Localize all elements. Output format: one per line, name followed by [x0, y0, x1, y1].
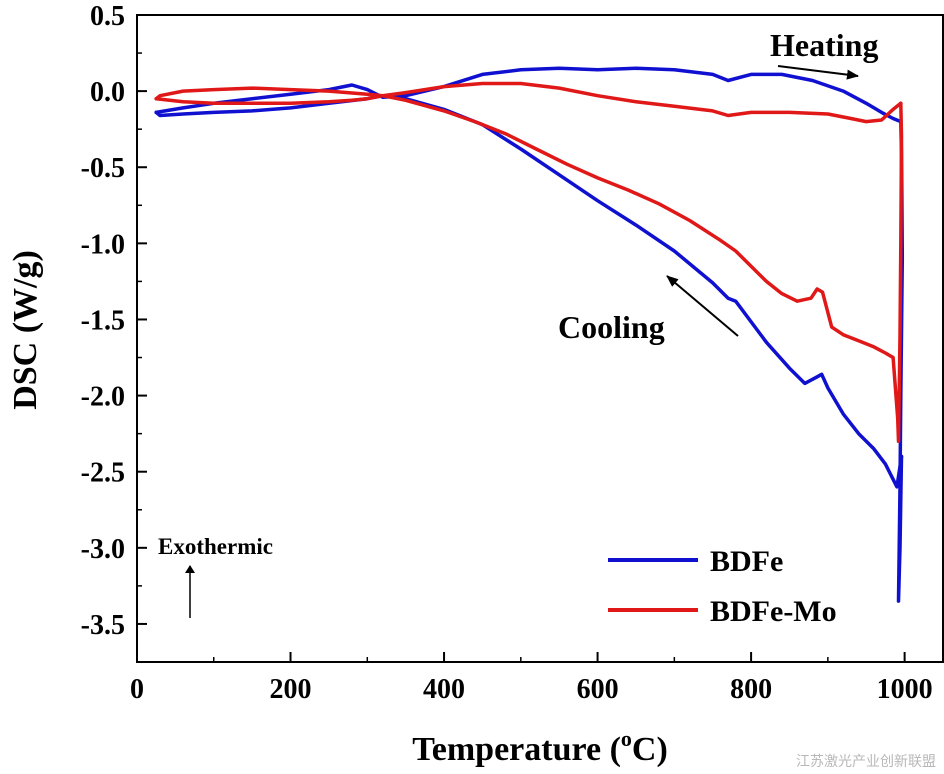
- plot-border: [136, 14, 944, 663]
- watermark-text: 江苏激光产业创新联盟: [796, 753, 936, 770]
- x-tick-label: 1000: [877, 674, 933, 705]
- x-tick-label: 400: [423, 674, 465, 705]
- y-tick-label: 0.5: [90, 1, 125, 32]
- series-bdfe-mo-end-segment-line: [895, 101, 904, 444]
- x-tick-label: 800: [730, 674, 772, 705]
- legend-label-bdfe-mo: BDFe-Mo: [710, 595, 837, 628]
- series-bdfe-mo-heating-line: [154, 81, 903, 124]
- y-tick-label: -2.0: [81, 382, 125, 413]
- series-bdfe-mo-cooling-line: [154, 86, 900, 421]
- heating-arrow: [777, 65, 859, 80]
- x-tick-label: 0: [130, 674, 144, 705]
- legend-label-bdfe: BDFe: [710, 545, 783, 578]
- y-tick-label: -1.0: [81, 229, 125, 260]
- y-tick-label: 0.0: [90, 77, 125, 108]
- y-axis-ticks: 0.5 0.0 -0.5 -1.0 -1.5 -2.0 -2.5 -3.0 -3.5: [81, 1, 147, 641]
- legend: BDFe BDFe-Mo: [608, 545, 837, 628]
- heating-label: Heating: [770, 27, 878, 63]
- plot-frame: [136, 14, 944, 663]
- y-axis-title: DSC (W/g): [7, 250, 44, 410]
- x-tick-label: 200: [270, 674, 312, 705]
- exothermic-label: Exothermic: [158, 534, 273, 559]
- y-tick-label: -3.5: [81, 610, 125, 641]
- series-bdfe-heating-line: [154, 66, 903, 124]
- y-tick-label: -3.0: [81, 534, 125, 565]
- cooling-arrow: [666, 275, 739, 337]
- series-layer: [154, 66, 905, 603]
- y-tick-label: -2.5: [81, 458, 125, 489]
- y-tick-label: -0.5: [81, 153, 125, 184]
- cooling-label: Cooling: [558, 309, 665, 345]
- x-tick-label: 600: [577, 674, 619, 705]
- y-tick-label: -1.5: [81, 305, 125, 336]
- x-axis-title: Temperature (oC): [412, 726, 668, 768]
- x-axis-ticks: 0 200 400 600 800 1000: [130, 652, 933, 705]
- series-bdfe-cooling-line: [154, 93, 904, 489]
